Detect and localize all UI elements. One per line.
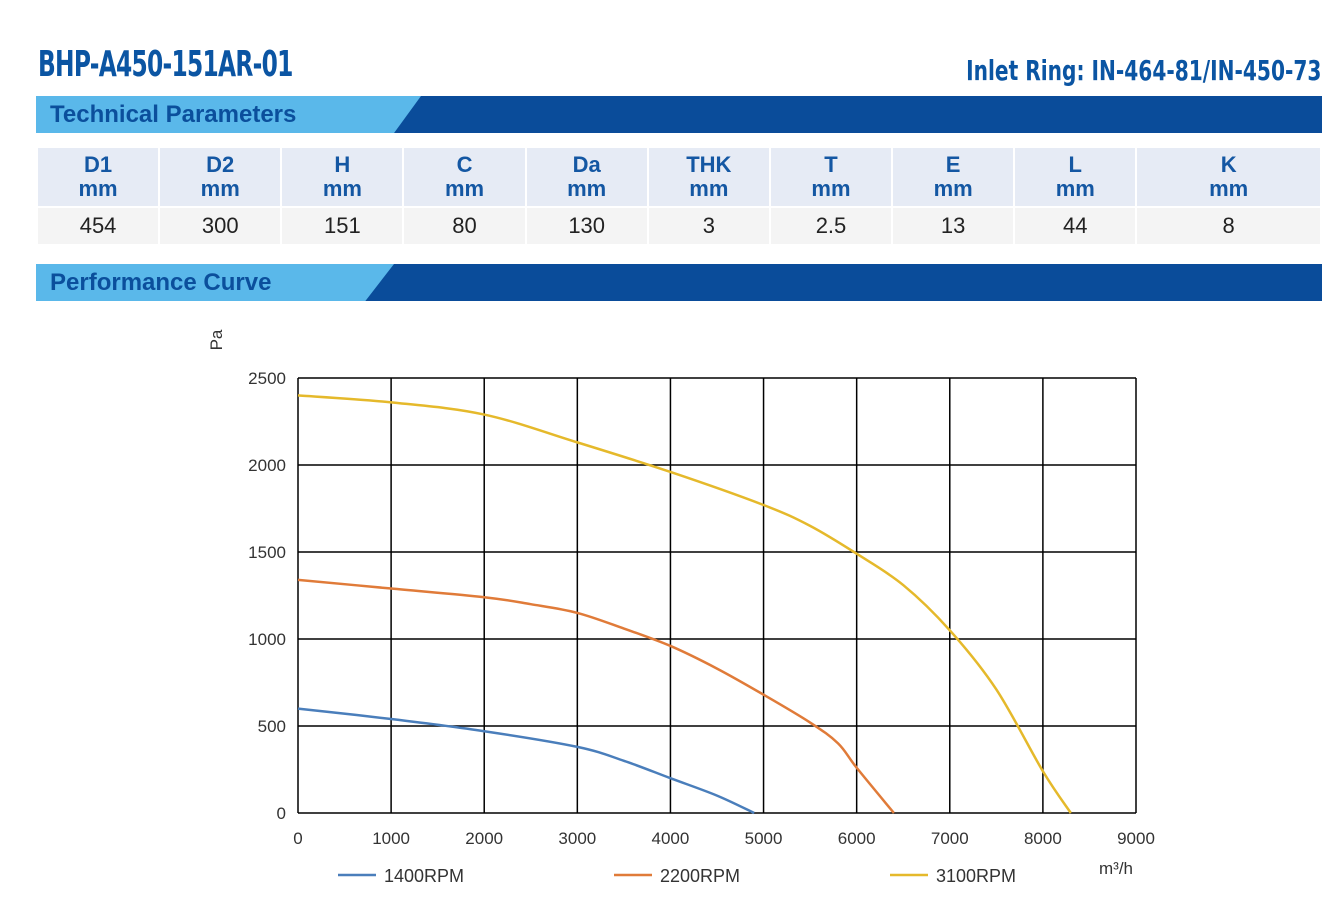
param-value-h: 151 — [282, 208, 403, 244]
param-unit: mm — [1055, 176, 1095, 201]
param-unit: mm — [933, 176, 973, 201]
param-value-d1: 454 — [38, 208, 159, 244]
param-value-thk: 3 — [648, 208, 769, 244]
performance-curve-header: Performance Curve — [36, 264, 1322, 301]
model-title: BHP-A450-151AR-01 — [38, 44, 293, 85]
param-value-k: 8 — [1137, 208, 1320, 244]
param-unit: mm — [689, 176, 729, 201]
legend-label-3100rpm: 3100RPM — [936, 866, 1016, 886]
param-header-d1: D1 mm — [38, 148, 159, 206]
x-tick-label: 8000 — [1024, 829, 1062, 848]
performance-curve-title: Performance Curve — [36, 264, 394, 301]
param-name: D1 — [84, 152, 113, 177]
param-name: T — [824, 152, 838, 177]
x-tick-label: 7000 — [931, 829, 969, 848]
y-tick-label: 500 — [258, 717, 286, 736]
param-value-d2: 300 — [160, 208, 281, 244]
legend-label-2200rpm: 2200RPM — [660, 866, 740, 886]
param-value-l: 44 — [1015, 208, 1136, 244]
param-name: H — [334, 152, 351, 177]
x-tick-label: 4000 — [652, 829, 690, 848]
y-tick-label: 0 — [277, 804, 286, 823]
series-line-1400rpm — [297, 707, 755, 815]
x-tick-label: 9000 — [1117, 829, 1155, 848]
y-tick-label: 2500 — [248, 369, 286, 388]
param-header-d2: D2 mm — [160, 148, 281, 206]
x-axis-label: m³/h — [1099, 859, 1133, 878]
x-tick-label: 1000 — [372, 829, 410, 848]
y-tick-label: 1000 — [248, 630, 286, 649]
x-tick-label: 6000 — [838, 829, 876, 848]
param-value-da: 130 — [526, 208, 647, 244]
technical-parameters-title: Technical Parameters — [36, 96, 421, 133]
x-tick-label: 5000 — [745, 829, 783, 848]
y-tick-label: 2000 — [248, 456, 286, 475]
param-unit: mm — [78, 176, 118, 201]
param-name: D2 — [206, 152, 235, 177]
series-line-2200rpm — [297, 578, 895, 814]
y-tick-label: 1500 — [248, 543, 286, 562]
param-header-da: Da mm — [526, 148, 647, 206]
param-unit: mm — [322, 176, 362, 201]
inlet-ring-label: Inlet Ring: IN-464-81/IN-450-73 — [965, 54, 1321, 87]
param-name: Da — [572, 152, 601, 177]
param-name: L — [1068, 152, 1082, 177]
param-unit: mm — [567, 176, 607, 201]
param-value-t: 2.5 — [770, 208, 892, 244]
param-header-thk: THK mm — [648, 148, 769, 206]
param-unit: mm — [444, 176, 485, 201]
param-value-c: 80 — [404, 208, 525, 244]
param-unit: mm — [200, 176, 240, 201]
performance-chart: 0 1000 2000 3000 4000 5000 6000 7000 8000 9000 0 50… — [207, 329, 1155, 886]
series-line-3100rpm — [297, 394, 1072, 814]
param-value-e: 13 — [893, 208, 1014, 244]
x-tick-label: 3000 — [558, 829, 596, 848]
param-name: K — [1220, 152, 1237, 177]
y-axis-label: Pa — [207, 329, 226, 350]
param-name: THK — [686, 152, 732, 177]
x-tick-label: 2000 — [465, 829, 503, 848]
param-unit: mm — [1209, 176, 1249, 201]
param-unit: mm — [811, 176, 851, 201]
technical-parameters-header: Technical Parameters — [36, 96, 1322, 133]
x-tick-label: 0 — [293, 829, 302, 848]
param-name: C — [456, 152, 473, 177]
legend-label-1400rpm: 1400RPM — [384, 866, 464, 886]
param-name: E — [945, 152, 961, 177]
